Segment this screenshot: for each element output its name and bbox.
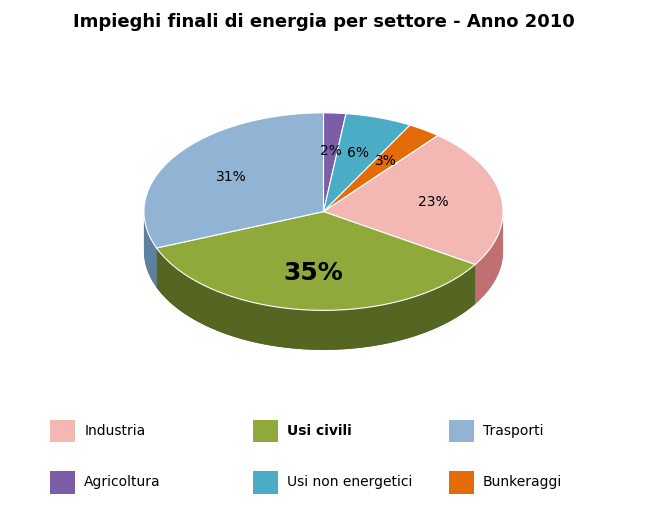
Bar xyxy=(50,471,75,494)
Polygon shape xyxy=(157,212,324,287)
Polygon shape xyxy=(144,212,157,287)
Polygon shape xyxy=(157,248,475,350)
Text: 35%: 35% xyxy=(283,261,343,285)
Text: 23%: 23% xyxy=(418,195,449,209)
Bar xyxy=(449,471,474,494)
Bar xyxy=(50,420,75,442)
Polygon shape xyxy=(324,212,475,304)
Polygon shape xyxy=(475,212,503,304)
Polygon shape xyxy=(144,113,324,248)
Polygon shape xyxy=(324,114,410,212)
Text: Bunkeraggi: Bunkeraggi xyxy=(483,475,562,489)
Text: 2%: 2% xyxy=(320,144,342,157)
Text: 6%: 6% xyxy=(347,146,369,161)
Text: Agricoltura: Agricoltura xyxy=(84,475,160,489)
Text: Industria: Industria xyxy=(84,424,146,438)
Polygon shape xyxy=(324,125,438,212)
Text: Usi non energetici: Usi non energetici xyxy=(287,475,412,489)
Polygon shape xyxy=(144,212,157,287)
Polygon shape xyxy=(324,212,475,304)
Text: 31%: 31% xyxy=(216,170,247,184)
Bar xyxy=(252,420,278,442)
Text: 3%: 3% xyxy=(375,154,397,168)
Bar xyxy=(449,420,474,442)
Polygon shape xyxy=(324,135,503,265)
Polygon shape xyxy=(157,212,475,310)
Text: Trasporti: Trasporti xyxy=(483,424,543,438)
Text: Usi civili: Usi civili xyxy=(287,424,351,438)
Polygon shape xyxy=(157,212,324,287)
Polygon shape xyxy=(475,212,503,304)
Text: Impieghi finali di energia per settore - Anno 2010: Impieghi finali di energia per settore -… xyxy=(72,13,575,31)
Polygon shape xyxy=(324,113,346,212)
Bar xyxy=(252,471,278,494)
Polygon shape xyxy=(157,248,475,350)
